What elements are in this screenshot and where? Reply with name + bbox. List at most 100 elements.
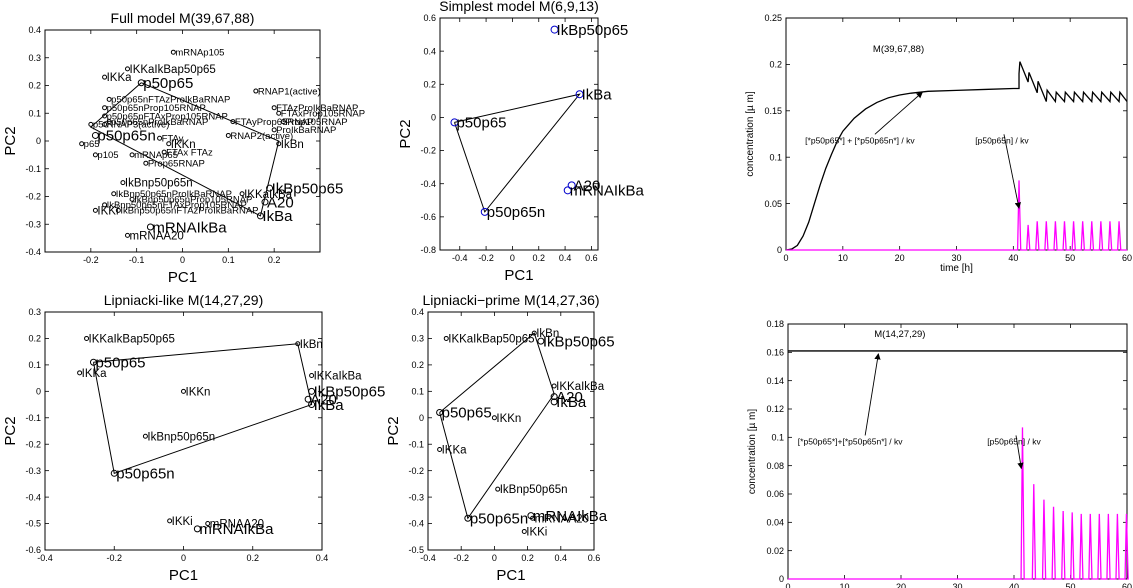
y-axis-label: concentration [µ m] [745, 91, 756, 176]
scatter-point [79, 141, 85, 147]
x-tick-label: 0.2 [521, 553, 534, 563]
point-label: IKKi [526, 527, 547, 539]
convex-hull-line [89, 82, 280, 217]
scatter-point [239, 191, 245, 197]
chart-timecourse-bottom: 0 10 20 30 40 50 60 0 0.02 0.04 0.06 0.08 0.1 0.12 0.1… [747, 319, 1132, 588]
point-label: p50p65n [116, 466, 174, 483]
point-label: p50p65nFTAxProp105RNAP [107, 111, 228, 122]
y-tick-label: -0.8 [420, 245, 436, 255]
y-axis-label: PC2 [2, 126, 19, 155]
point-label: IKKaIkBap50p65 [130, 64, 216, 76]
plot-frame [44, 29, 321, 253]
point-label: IKKaIkBa [556, 381, 605, 393]
point-label: mRNAIkBa [570, 183, 645, 200]
x-tick-label: -0.4 [37, 553, 53, 563]
y-tick-label: 0 [36, 386, 41, 396]
scatter-point [161, 149, 167, 155]
y-tick-label: 0 [431, 113, 436, 123]
y-tick-label: 0.06 [766, 489, 784, 499]
y-tick-label: 0.04 [766, 517, 784, 527]
point-label: p50p65 [95, 354, 145, 371]
scatter-point [92, 152, 98, 158]
scatter-point [84, 335, 90, 341]
scatter-point [143, 160, 149, 166]
y-tick-label: 0.6 [423, 13, 436, 23]
y-tick-label: 0.08 [766, 461, 784, 471]
x-tick-label: 10 [839, 582, 849, 588]
x-tick-label: -0.4 [452, 253, 468, 263]
x-tick-label: 0 [510, 253, 515, 263]
point-label: IKKi [97, 205, 118, 217]
series-line-total [785, 61, 1128, 251]
point-label: IkBp50p65 [543, 333, 615, 350]
chart-full-model: -0.2 -0.1 0 0.1 0.2 -0.4 -0.3 -0.2 -0.1 0 0.1 0.2 0.… [2, 10, 365, 286]
scatter-point [304, 395, 312, 403]
x-axis-label: PC1 [169, 567, 198, 584]
scatter-point [309, 372, 315, 378]
y-tick-label: 0.1 [771, 432, 784, 442]
y-tick-label: 0 [419, 413, 424, 423]
point-label: RNAP3(active) [107, 120, 170, 131]
plot-frame [44, 311, 323, 551]
x-tick-label: 40 [1008, 253, 1018, 263]
scatter-point [480, 207, 489, 216]
y-tick-label: 0.16 [766, 347, 784, 357]
y-tick-label: -0.5 [25, 519, 41, 529]
scatter-point [443, 335, 449, 341]
annotation-text: [*p50p65*] + [*p50p65n*] / kv [805, 135, 915, 145]
scatter-point [157, 135, 163, 141]
chart-title: Full model M(39,67,88) [111, 10, 255, 26]
scatter-point [450, 118, 459, 127]
y-tick-label: 0 [779, 574, 784, 584]
x-tick-label: 0 [181, 553, 186, 563]
point-label: IkBnp50p65nProp105RNAP [134, 195, 252, 206]
scatter-point [464, 514, 472, 522]
annotation-arrow [874, 91, 923, 135]
scatter-point [551, 383, 557, 389]
point-label: IKKn [186, 386, 211, 398]
scatter-point [495, 486, 501, 492]
scatter-point [437, 447, 443, 453]
point-label: p50p65nProp105RNAP [107, 103, 206, 114]
scatter-point [102, 113, 108, 119]
point-label: IkBnp50p65n [125, 178, 193, 190]
scatter-point [89, 358, 97, 366]
point-label: mRNAp105 [175, 48, 224, 59]
scatter-point [170, 49, 176, 55]
point-label: FTAx FTAz [166, 147, 213, 158]
x-tick-label: -0.2 [478, 253, 494, 263]
y-tick-label: 0 [36, 136, 41, 146]
scatter-point [102, 121, 108, 127]
scatter-point [129, 196, 135, 202]
x-tick-label: 0.4 [316, 553, 329, 563]
x-tick-label: 0.4 [555, 553, 568, 563]
y-axis-label: PC2 [385, 416, 402, 445]
point-label: FTAy [162, 134, 184, 145]
x-tick-label: 0.2 [268, 255, 281, 265]
y-tick-label: 0.4 [28, 25, 41, 35]
point-label: A20 [574, 178, 601, 195]
scatter-point [261, 198, 269, 206]
convex-hull-line [454, 93, 581, 213]
point-label: p105 [97, 150, 118, 161]
y-tick-label: -0.2 [408, 466, 424, 476]
y-tick-label: -0.1 [25, 164, 41, 174]
scatter-point [563, 186, 572, 195]
scatter-point [550, 25, 559, 34]
y-tick-label: 0.3 [411, 334, 424, 344]
y-tick-label: -0.6 [420, 212, 436, 222]
point-label: p50p65 [442, 405, 492, 422]
point-label: IKKi [172, 516, 193, 528]
x-tick-label: 0.1 [222, 255, 235, 265]
x-axis-label: PC1 [496, 567, 525, 584]
chart-timecourse-top: 0 10 20 30 40 50 60 0 0.05 0.1 0.15 0.2 0.25 time [h]… [745, 13, 1132, 274]
scatter-point [271, 127, 277, 133]
chart-title: Lipniacki−prime M(14,27,36) [422, 292, 599, 308]
annotation-text: [p50p65n] / kv [987, 436, 1041, 446]
y-tick-label: 0.2 [423, 79, 436, 89]
scatter-point [146, 223, 154, 231]
x-tick-label: 0.6 [588, 553, 601, 563]
point-label: IKKaIkBa [244, 189, 293, 201]
point-label: RNAP2(active) [230, 131, 293, 142]
point-label: IkBnp50p65nFTAxProp105RNAP [107, 200, 247, 211]
